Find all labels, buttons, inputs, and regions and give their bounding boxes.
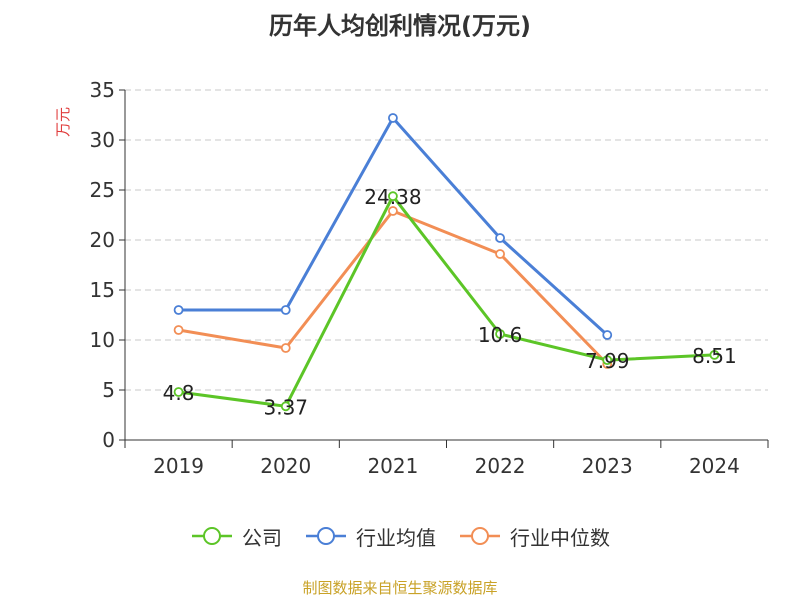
x-tick-label: 2022 (475, 454, 526, 478)
grid-lines (125, 89, 768, 391)
legend-marker (471, 527, 489, 545)
y-tick-label: 25 (90, 178, 115, 202)
data-point[interactable] (173, 305, 184, 315)
x-tick-label: 2023 (582, 454, 633, 478)
legend-line-circle-icon (192, 527, 232, 545)
x-tick-label: 2024 (689, 454, 740, 478)
y-axis-label: 万元 (54, 107, 72, 137)
data-label: 4.8 (163, 381, 195, 405)
data-point[interactable] (709, 349, 720, 360)
y-tick-label: 35 (90, 78, 115, 102)
chart-title: 历年人均创利情况(万元) (269, 12, 531, 40)
data-point[interactable] (388, 113, 398, 123)
data-labels: 4.8 3.37 24.38 10.6 7.99 8.51 (163, 185, 737, 419)
data-point[interactable] (280, 401, 291, 412)
data-point[interactable] (495, 233, 505, 243)
data-point[interactable] (495, 249, 505, 259)
axes: 0 5 10 15 20 25 30 35 2019 2020 2021 2022 2023 2024 (90, 78, 769, 478)
data-point[interactable] (280, 343, 291, 353)
data-point[interactable] (280, 305, 291, 315)
legend-item-company[interactable]: 公司 (190, 522, 282, 551)
x-tick-label: 2021 (367, 454, 418, 478)
x-tick-label: 2019 (153, 454, 204, 478)
data-point[interactable] (602, 355, 613, 366)
data-label: 3.37 (263, 395, 308, 419)
legend: 公司 行业均值 行业中位数 (0, 518, 800, 554)
series-line (177, 116, 609, 337)
legend-label: 公司 (242, 525, 282, 550)
data-label: 8.51 (692, 344, 737, 368)
x-tick-label: 2020 (260, 454, 311, 478)
legend-marker (317, 527, 335, 545)
y-tick-label: 30 (90, 128, 115, 152)
legend-label: 行业均值 (356, 525, 436, 550)
series-line (177, 194, 716, 408)
legend-marker (203, 527, 221, 545)
data-point[interactable] (173, 387, 184, 397)
y-tick-label: 10 (90, 328, 115, 352)
legend-line-circle-icon (460, 527, 500, 545)
data-point[interactable] (388, 191, 398, 202)
data-point[interactable] (495, 329, 505, 339)
data-label: 10.6 (478, 323, 523, 347)
y-tick-label: 0 (102, 428, 115, 452)
legend-line-circle-icon (306, 527, 346, 545)
series (173, 113, 720, 412)
series-line (177, 209, 609, 366)
y-tick-label: 5 (102, 378, 115, 402)
legend-item-industry-median[interactable]: 行业中位数 (458, 522, 610, 551)
legend-item-industry-mean[interactable]: 行业均值 (304, 522, 436, 551)
data-label: 7.99 (585, 349, 630, 373)
y-tick-label: 15 (90, 278, 115, 302)
source-note: 制图数据来自恒生聚源数据库 (302, 579, 498, 597)
data-point[interactable] (602, 330, 613, 340)
y-tick-label: 20 (90, 228, 115, 252)
data-point[interactable] (388, 206, 398, 216)
data-label: 24.38 (364, 185, 421, 209)
data-point[interactable] (173, 325, 184, 335)
legend-label: 行业中位数 (510, 525, 610, 550)
